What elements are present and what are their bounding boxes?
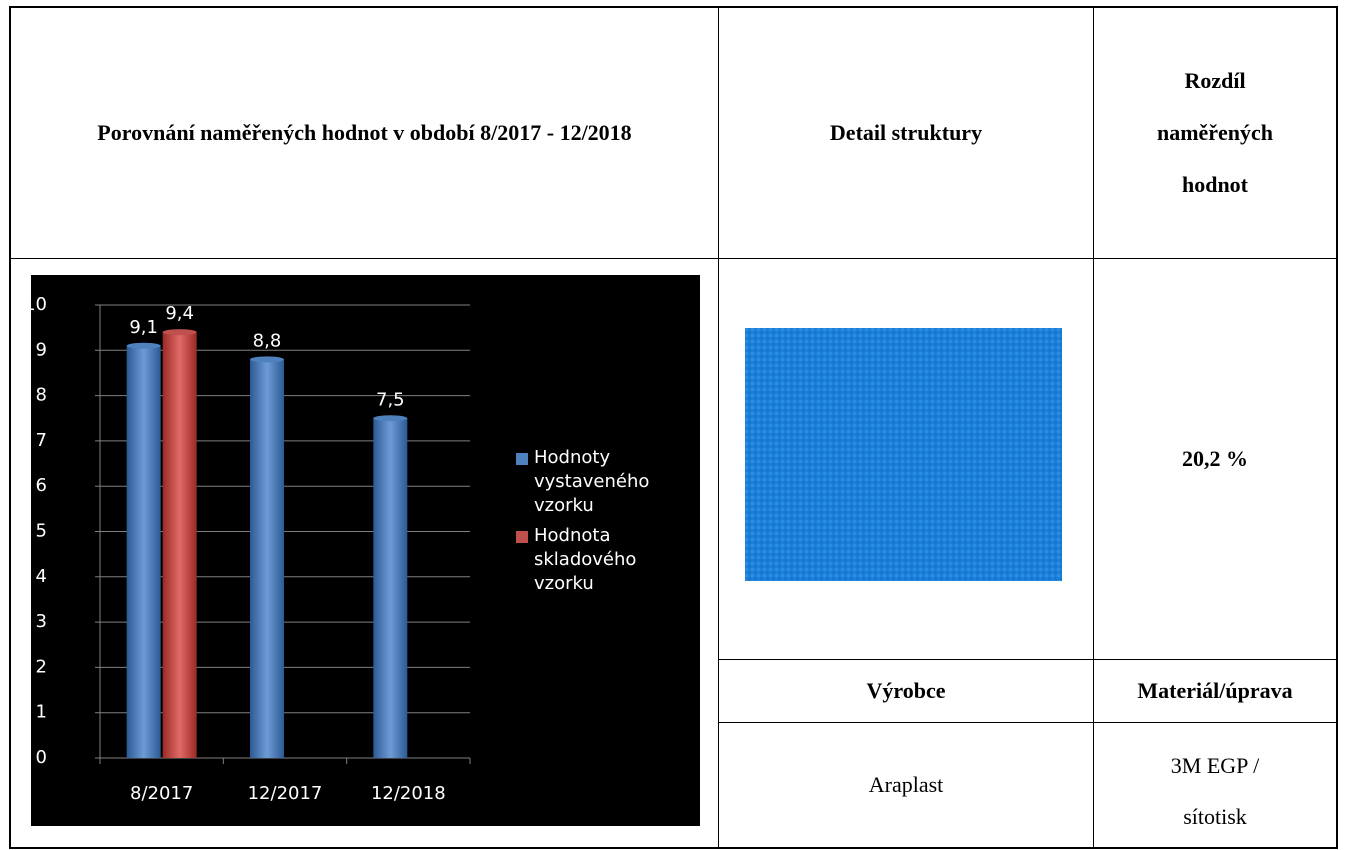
bar [162,332,197,758]
legend-label: Hodnoty vystaveného vzorku [534,447,650,516]
y-tick-label: 6 [36,475,47,496]
border [9,847,1338,849]
border [718,6,719,849]
y-tick-label: 1 [36,702,47,723]
border [718,659,1338,660]
bar [250,359,284,758]
chart: 0 1 2 3 4 5 6 7 8 9 10 8/2017 9,1 9,4 12/2017 8,8 12/201… [31,275,700,826]
bar [126,345,161,758]
legend-swatch [516,453,528,465]
x-tick-label: 8/2017 [130,783,193,804]
y-tick-label: 3 [36,611,47,632]
value-label: 9,4 [165,303,194,324]
header-cell: Rozdíl naměřených hodnot [1156,68,1274,197]
y-tick-label: 5 [36,521,47,542]
bar-top [373,415,408,422]
subheader-cell: Výrobce [866,678,946,703]
border [9,6,11,849]
structure-image [745,328,1062,581]
value-label: 7,5 [376,389,405,410]
y-tick-label: 7 [36,430,47,451]
bar-top [162,329,197,336]
material-line: 3M EGP / [1170,753,1260,778]
legend: Hodnoty vystaveného vzorku Hodnota sklado… [516,446,666,602]
subheader-cell: Materiál/úprava [1137,678,1293,703]
y-tick-label: 0 [36,747,47,768]
y-tick-label: 9 [36,339,47,360]
legend-item: Hodnota skladového vzorku [516,524,666,596]
header-cell: Detail struktury [829,120,983,145]
legend-label: Hodnota skladového vzorku [534,525,637,594]
material-line: sítotisk [1183,804,1247,829]
difference: 20,2 % [1182,446,1248,471]
y-tick-label: 10 [31,294,47,315]
legend-swatch [516,531,528,543]
y-tick-label: 2 [36,656,47,677]
border [1336,6,1338,849]
y-tick-label: 4 [36,566,47,587]
border [9,258,1338,259]
border [718,722,1338,723]
legend-item: Hodnoty vystaveného vzorku [516,446,666,518]
bar [373,418,408,758]
manufacturer: Araplast [868,772,944,797]
x-tick-label: 12/2017 [248,783,323,804]
y-tick-label: 8 [36,385,47,406]
value-label: 8,8 [253,330,282,351]
border [9,6,1338,8]
x-tick-label: 12/2018 [371,783,446,804]
header-cell: Porovnání naměřených hodnot v období 8/2… [97,120,632,145]
border [1093,6,1094,849]
bar-top [250,356,284,363]
bar-top [126,342,161,349]
value-label: 9,1 [129,317,158,338]
